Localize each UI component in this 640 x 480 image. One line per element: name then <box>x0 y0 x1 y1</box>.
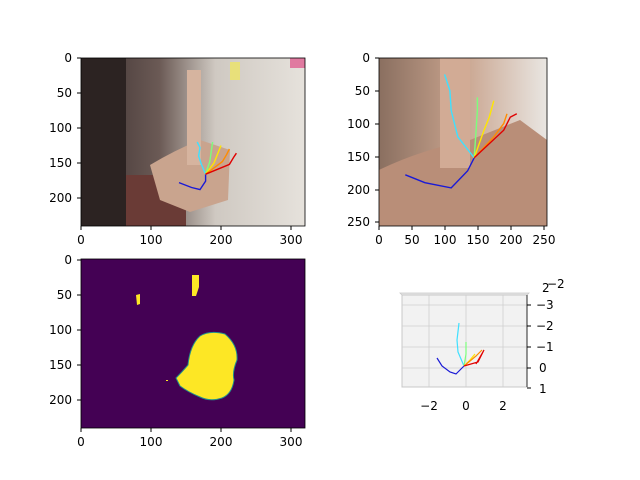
mask-speck <box>166 380 168 381</box>
y-tick-label: 150 <box>347 150 370 164</box>
y-tick-label: −1 <box>536 340 554 354</box>
y-tick-label: 250 <box>347 215 370 229</box>
y-tick-label: 1 <box>539 382 547 396</box>
x-tick-label: −2 <box>420 399 438 413</box>
y-tick-label: 200 <box>49 191 72 205</box>
3d-z-ticks: 2 −2 <box>542 277 565 295</box>
photo-panel-2: 0 50 100 150 200 250 0 50 100 150 200 25… <box>347 51 555 247</box>
y-ticks-3: 0 50 100 150 200 <box>49 253 81 407</box>
x-tick-label: 0 <box>462 399 470 413</box>
y-tick-label: 100 <box>347 117 370 131</box>
y-tick-label: 0 <box>64 51 72 65</box>
3d-panel: −2 0 2 −3 −2 −1 0 1 2 −2 <box>400 277 565 413</box>
3d-x-ticks: −2 0 2 <box>420 399 507 413</box>
sticky-note-pink <box>290 58 305 68</box>
y-tick-label: 0 <box>64 253 72 267</box>
hair-region <box>81 58 126 226</box>
y-tick-label: 200 <box>49 393 72 407</box>
y-tick-label: 100 <box>49 121 72 135</box>
x-tick-label: 100 <box>140 435 163 449</box>
x-tick-label: 0 <box>77 233 85 247</box>
mask-panel: 0 100 200 300 0 50 100 150 200 <box>49 253 305 449</box>
sticky-note <box>230 62 240 80</box>
y-tick-label: 0 <box>539 361 547 375</box>
x-ticks-1: 0 100 200 300 <box>77 226 302 247</box>
x-tick-label: 0 <box>77 435 85 449</box>
x-tick-label: 0 <box>375 233 383 247</box>
x-tick-label: 200 <box>210 435 233 449</box>
y-tick-label: −3 <box>536 298 554 312</box>
3d-y-ticks: −3 −2 −1 0 1 <box>527 298 554 396</box>
3d-pane <box>402 295 527 387</box>
x-tick-label: 300 <box>280 233 303 247</box>
y-tick-label: −2 <box>536 319 554 333</box>
x-tick-label: 100 <box>434 233 457 247</box>
x-tick-label: 250 <box>533 233 556 247</box>
x-tick-label: 50 <box>404 233 419 247</box>
y-tick-label: 150 <box>49 156 72 170</box>
y-ticks-1: 0 50 100 150 200 <box>49 51 81 205</box>
z-tick-label: −2 <box>547 277 565 291</box>
y-ticks-2: 0 50 100 150 200 250 <box>347 51 379 229</box>
x-tick-label: 200 <box>210 233 233 247</box>
y-tick-label: 200 <box>347 183 370 197</box>
x-tick-label: 150 <box>467 233 490 247</box>
y-tick-label: 50 <box>355 84 370 98</box>
y-tick-label: 50 <box>57 86 72 100</box>
x-tick-label: 200 <box>500 233 523 247</box>
y-tick-label: 100 <box>49 323 72 337</box>
x-tick-label: 300 <box>280 435 303 449</box>
x-tick-label: 100 <box>140 233 163 247</box>
x-ticks-2: 0 50 100 150 200 250 <box>375 226 555 247</box>
x-ticks-3: 0 100 200 300 <box>77 428 302 449</box>
3d-pane-top <box>400 293 529 295</box>
y-tick-label: 50 <box>57 288 72 302</box>
photo-panel-1: 0 100 200 300 0 50 100 150 200 <box>49 51 305 247</box>
y-tick-label: 150 <box>49 358 72 372</box>
x-tick-label: 2 <box>499 399 507 413</box>
y-tick-label: 0 <box>362 51 370 65</box>
